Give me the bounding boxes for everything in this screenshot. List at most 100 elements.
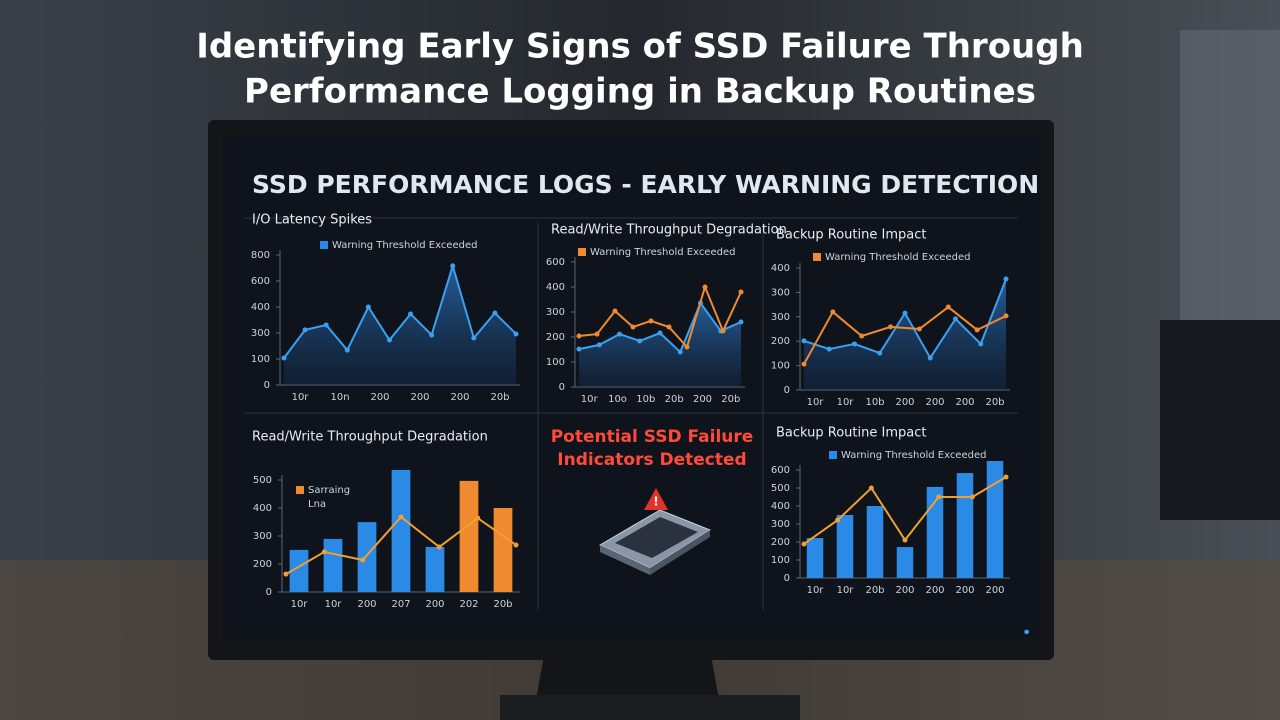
y-tick-label: 100 [546,357,565,368]
x-tick-label: 207 [391,599,410,610]
x-tick-label: 20b [985,397,1004,408]
point [916,326,922,332]
point [576,333,582,339]
legend-swatch [296,486,304,494]
monitor-stand [535,650,720,705]
legend-swatch [578,248,586,256]
bg-monitor [1160,320,1280,520]
area [804,278,1006,390]
y-tick-label: 200 [253,559,272,570]
x-tick-label: 10r [291,599,309,610]
y-tick-label: 400 [546,282,565,293]
y-tick-label: 600 [771,465,790,476]
point [902,310,908,316]
y-tick-label: 0 [559,382,565,393]
point [302,327,308,333]
y-tick-label: 300 [546,307,565,318]
point [576,346,582,352]
bar [289,549,309,592]
y-tick-label: 500 [771,483,790,494]
point [436,544,442,550]
ssd-icon: ! [598,488,712,575]
point [684,344,690,350]
point [617,331,622,337]
y-tick-label: 100 [771,361,790,372]
legend-label: Warning Threshold Exceeded [825,252,970,263]
point [953,316,958,322]
y-tick-label: 100 [251,354,270,365]
y-tick-label: 600 [251,276,270,287]
point [927,355,933,361]
legend-label: Warning Threshold Exceeded [332,240,477,251]
point [835,517,841,523]
point [323,322,329,328]
x-tick-label: 200 [693,394,712,405]
y-tick-label: 800 [251,250,270,261]
x-tick-label: 10r [325,599,343,610]
point [720,328,726,334]
x-tick-label: 200 [925,585,944,596]
x-tick-label: 200 [955,585,974,596]
power-led: ● [1024,629,1029,636]
y-tick-label: 500 [253,475,272,486]
point [450,263,456,269]
y-tick-label: 0 [266,587,272,598]
x-tick-label: 202 [459,599,478,610]
title-line: Identifying Early Signs of SSD Failure T… [196,27,1084,67]
y-tick-label: 300 [253,531,272,542]
x-tick-label: 10n [330,392,349,403]
x-tick-label: 200 [985,585,1004,596]
alert-text: Indicators Detected [557,450,746,470]
x-tick-label: 20b [721,394,740,405]
x-tick-label: 10b [865,397,884,408]
y-tick-label: 100 [771,555,790,566]
point [801,541,807,547]
y-tick-label: 200 [771,336,790,347]
x-tick-label: 200 [925,397,944,408]
x-tick-label: 10r [807,585,825,596]
point [945,304,951,310]
line [803,305,1007,365]
panel-title: I/O Latency Spikes [252,213,372,228]
area [284,265,516,385]
y-tick-label: 300 [251,328,270,339]
bar [323,538,343,592]
point [321,549,327,555]
bar [459,480,479,592]
x-tick-label: 200 [895,397,914,408]
window [1180,30,1280,330]
svg-text:!: ! [653,495,658,509]
alert-text: Potential SSD Failure [551,427,754,447]
y-tick-label: 300 [771,519,790,530]
point [513,542,519,548]
screen-heading: SSD PERFORMANCE LOGS - EARLY WARNING DET… [252,170,1039,199]
y-tick-label: 0 [784,573,790,584]
panel-title: Backup Routine Impact [776,426,926,441]
point [1003,276,1009,282]
point [677,349,683,355]
legend-swatch [813,253,821,261]
legend-swatch [320,241,328,249]
point [738,289,744,295]
point [936,494,942,500]
point [969,494,975,500]
y-tick-label: 200 [546,332,565,343]
bar [986,461,1004,578]
x-tick-label: 200 [370,392,389,403]
point [283,571,289,577]
legend-label: Warning Threshold Exceeded [841,450,986,461]
point [738,319,744,325]
monitor-base [500,695,800,720]
legend-label: Warning Threshold Exceeded [590,247,735,258]
point [360,557,366,563]
bar [357,522,377,592]
x-tick-label: 10r [837,585,855,596]
point [702,284,708,290]
panel-title: Read/Write Throughput Degradation [551,223,787,238]
legend-label: Sarraing [308,485,350,496]
legend-label: Lna [308,499,326,510]
point [801,338,807,344]
point [902,537,908,543]
